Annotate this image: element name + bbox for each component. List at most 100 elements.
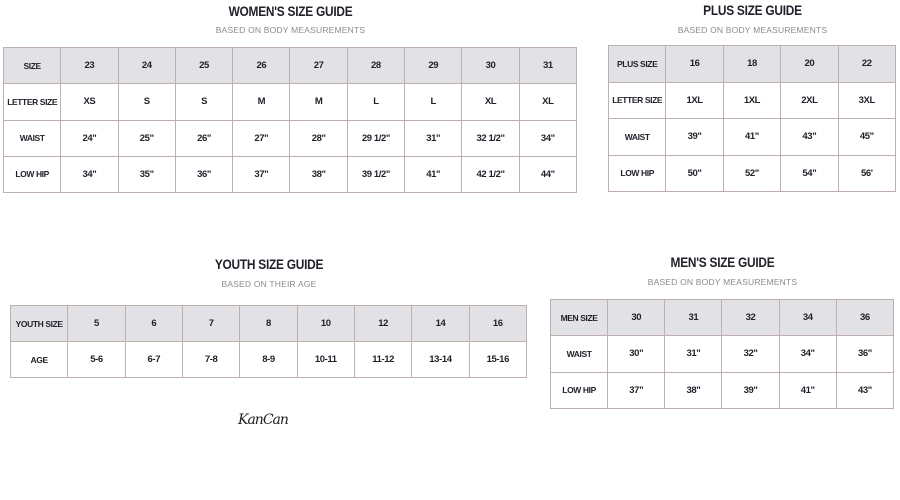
table-cell: 1XL bbox=[722, 81, 782, 119]
kancan-signature-logo: KanCan bbox=[238, 412, 289, 428]
column-header: 24 bbox=[117, 46, 176, 85]
table-cell: M bbox=[289, 83, 348, 121]
youth-title: YOUTH SIZE GUIDE bbox=[214, 256, 324, 272]
table-cell: L bbox=[346, 83, 406, 121]
table-cell: 34" bbox=[518, 119, 578, 157]
table-cell: L bbox=[404, 83, 463, 121]
table-row: LETTER SIZE 1XL 1XL 2XL 3XL bbox=[607, 81, 897, 119]
mens-size-table: MEN SIZE 30 31 32 34 36 WAIST 30" 31" 32" 34" 36" LO… bbox=[549, 298, 895, 410]
column-header: 30 bbox=[607, 298, 666, 337]
row-label: AGE bbox=[9, 341, 69, 378]
column-header: 16 bbox=[468, 305, 528, 342]
row-label: WAIST bbox=[549, 335, 609, 373]
row-label: LOW HIP bbox=[549, 371, 609, 410]
womens-size-table: SIZE 23 24 25 26 27 28 29 30 31 LETTER SIZE XS S S M M L… bbox=[2, 46, 578, 194]
table-row: LOW HIP 37" 38" 39" 41" 43" bbox=[549, 371, 895, 410]
column-header: 28 bbox=[346, 46, 406, 85]
table-cell: 8-9 bbox=[239, 341, 298, 378]
plus-size-table: PLUS SIZE 16 18 20 22 LETTER SIZE 1XL 1XL 2XL 3XL… bbox=[607, 45, 897, 192]
table-cell: 1XL bbox=[665, 81, 724, 119]
table-cell: 43" bbox=[835, 371, 895, 410]
column-header: 12 bbox=[353, 305, 413, 342]
table-cell: 44" bbox=[518, 155, 578, 194]
table-cell: 39" bbox=[665, 118, 724, 156]
column-header: 25 bbox=[174, 46, 234, 85]
table-cell: 10-11 bbox=[296, 341, 355, 378]
table-cell: 24" bbox=[60, 119, 119, 157]
column-header: 26 bbox=[232, 46, 291, 85]
row-label: SIZE bbox=[2, 46, 62, 85]
header-row: PLUS SIZE 16 18 20 22 bbox=[607, 45, 897, 83]
table-cell: 39 1/2" bbox=[346, 155, 406, 194]
row-label: WAIST bbox=[607, 118, 667, 156]
column-header: 30 bbox=[461, 46, 520, 85]
table-cell: 39" bbox=[721, 371, 780, 410]
header-row: MEN SIZE 30 31 32 34 36 bbox=[549, 298, 895, 337]
column-header: 23 bbox=[60, 46, 119, 85]
table-row: AGE 5-6 6-7 7-8 8-9 10-11 11-12 13-14 15-16 bbox=[9, 341, 528, 378]
column-header: 31 bbox=[518, 46, 578, 85]
column-header: 18 bbox=[722, 45, 782, 83]
table-cell: 13-14 bbox=[411, 341, 470, 378]
table-cell: M bbox=[232, 83, 291, 121]
table-cell: 3XL bbox=[837, 81, 897, 119]
table-row: LOW HIP 50" 52" 54" 56' bbox=[607, 154, 897, 192]
table-cell: 38" bbox=[289, 155, 348, 194]
column-header: 8 bbox=[239, 305, 298, 342]
column-header: 5 bbox=[67, 305, 126, 342]
column-header: 16 bbox=[665, 45, 724, 83]
plus-subtitle: BASED ON BODY MEASUREMENTS bbox=[677, 25, 828, 35]
table-cell: 31" bbox=[664, 335, 723, 373]
table-cell: 45" bbox=[837, 118, 897, 156]
table-row: WAIST 24" 25" 26" 27" 28" 29 1/2" 31" 32 1/2" 34" bbox=[2, 119, 578, 157]
row-label: LETTER SIZE bbox=[607, 81, 667, 119]
table-cell: 15-16 bbox=[468, 341, 528, 378]
table-cell: 11-12 bbox=[353, 341, 413, 378]
youth-size-guide: YOUTH SIZE GUIDE BASED ON THEIR AGE YOUT… bbox=[9, 250, 528, 380]
table-cell: 32" bbox=[721, 335, 780, 373]
table-cell: 35" bbox=[117, 155, 176, 194]
table-cell: 56' bbox=[837, 154, 897, 192]
mens-subtitle: BASED ON BODY MEASUREMENTS bbox=[647, 277, 798, 287]
table-cell: 43" bbox=[780, 118, 839, 156]
table-cell: 25" bbox=[117, 119, 176, 157]
table-cell: 41" bbox=[404, 155, 463, 194]
table-cell: XL bbox=[461, 83, 520, 121]
table-cell: 31" bbox=[404, 119, 463, 157]
row-label: LOW HIP bbox=[2, 155, 62, 194]
table-cell: 42 1/2" bbox=[461, 155, 520, 194]
plus-title: PLUS SIZE GUIDE bbox=[703, 2, 802, 18]
row-label: LETTER SIZE bbox=[2, 83, 62, 121]
row-label: LOW HIP bbox=[607, 154, 667, 192]
column-header: 20 bbox=[780, 45, 839, 83]
table-cell: 38" bbox=[664, 371, 723, 410]
row-label: YOUTH SIZE bbox=[9, 305, 69, 342]
table-cell: 30" bbox=[607, 335, 666, 373]
womens-subtitle: BASED ON BODY MEASUREMENTS bbox=[215, 25, 366, 35]
column-header: 22 bbox=[837, 45, 897, 83]
column-header: 14 bbox=[411, 305, 470, 342]
table-cell: 2XL bbox=[780, 81, 839, 119]
table-cell: 37" bbox=[232, 155, 291, 194]
table-row: LETTER SIZE XS S S M M L L XL XL bbox=[2, 83, 578, 121]
table-cell: 37" bbox=[607, 371, 666, 410]
table-cell: 41" bbox=[778, 371, 837, 410]
column-header: 29 bbox=[404, 46, 463, 85]
column-header: 34 bbox=[778, 298, 837, 337]
table-cell: 7-8 bbox=[181, 341, 241, 378]
header-row: SIZE 23 24 25 26 27 28 29 30 31 bbox=[2, 46, 578, 85]
youth-subtitle: BASED ON THEIR AGE bbox=[221, 279, 317, 289]
row-label: PLUS SIZE bbox=[607, 45, 667, 83]
row-label: MEN SIZE bbox=[549, 298, 609, 337]
row-label: WAIST bbox=[2, 119, 62, 157]
womens-title: WOMEN'S SIZE GUIDE bbox=[228, 3, 353, 19]
table-cell: S bbox=[117, 83, 176, 121]
table-cell: 29 1/2" bbox=[346, 119, 406, 157]
table-cell: 32 1/2" bbox=[461, 119, 520, 157]
table-cell: 41" bbox=[722, 118, 782, 156]
column-header: 7 bbox=[181, 305, 241, 342]
header-row: YOUTH SIZE 5 6 7 8 10 12 14 16 bbox=[9, 305, 528, 342]
column-header: 32 bbox=[721, 298, 780, 337]
mens-title: MEN'S SIZE GUIDE bbox=[670, 254, 775, 270]
youth-size-table: YOUTH SIZE 5 6 7 8 10 12 14 16 AGE 5-6 6-7 7-8 8-9 10-… bbox=[9, 305, 528, 378]
